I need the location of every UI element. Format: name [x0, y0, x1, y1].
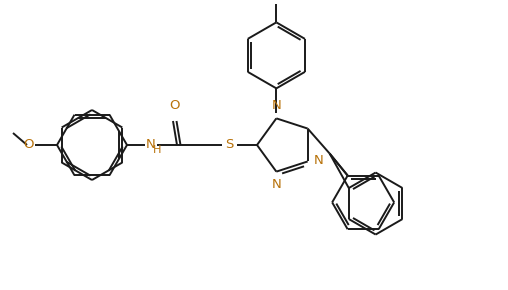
Text: O: O: [169, 99, 180, 112]
Text: H: H: [153, 145, 162, 155]
Text: N: N: [313, 154, 324, 167]
Text: N: N: [271, 178, 281, 191]
Text: O: O: [23, 139, 34, 151]
Text: N: N: [271, 99, 281, 112]
Text: N: N: [146, 137, 156, 151]
Text: S: S: [225, 137, 233, 151]
